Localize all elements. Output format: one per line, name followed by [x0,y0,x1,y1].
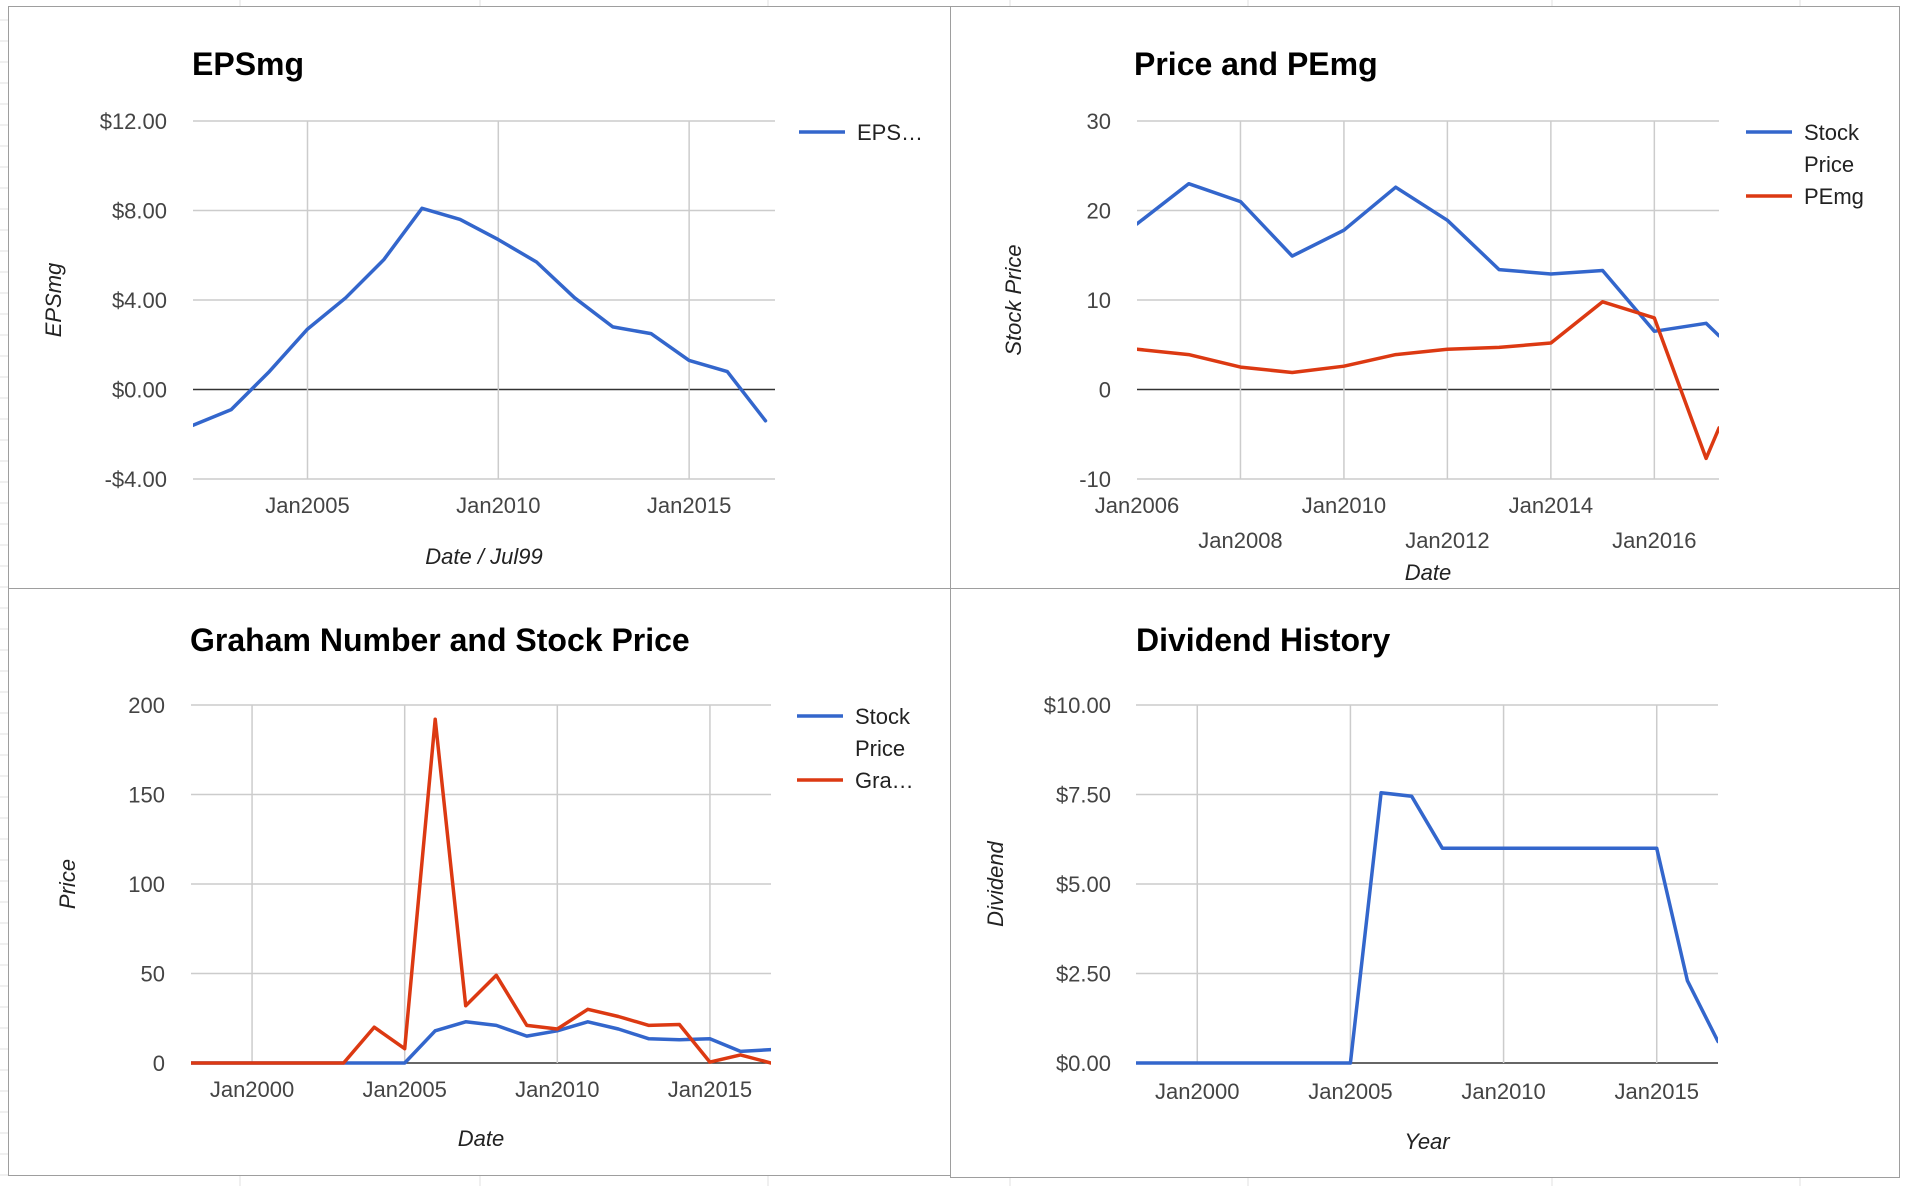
legend-label: Gra… [855,768,914,793]
x-tick-label: Jan2010 [515,1077,599,1102]
chart-title: Graham Number and Stock Price [190,622,690,658]
series-line-1 [1136,790,1718,1065]
y-axis-label: Price [55,859,80,909]
x-tick-label: Jan2005 [1308,1079,1392,1104]
chart-panel-dividend-history[interactable]: Dividend History $0.00 $2.50 $5.00 $7.50 $10… [950,588,1900,1178]
x-tick-label: Jan2008 [1198,528,1282,553]
x-tick-label: Jan2000 [210,1077,294,1102]
y-tick-label: $8.00 [112,199,167,224]
y-axis-label: Dividend [983,840,1008,926]
x-tick-label: Jan2005 [265,493,349,518]
x-tick-label: Jan2012 [1405,528,1489,553]
x-tick-label: Jan2010 [1461,1079,1545,1104]
x-axis-label: Date [458,1126,504,1151]
y-tick-label: $0.00 [1056,1051,1111,1076]
series-line-2 [191,717,771,1065]
legend-label: Price [1804,152,1854,177]
x-tick-label: Jan2005 [362,1077,446,1102]
x-tick-label: Jan2010 [1302,493,1386,518]
legend-label: EPS… [857,120,923,145]
y-tick-label: 30 [1087,109,1111,134]
x-tick-label: Jan2015 [1615,1079,1699,1104]
x-tick-label: Jan2016 [1612,528,1696,553]
chart-panel-epsmg[interactable]: EPSmg -$4.00 $0.00 $4.00 $8.00 $12.00 Jan2005… [8,6,952,590]
chart-title: Price and PEmg [1134,46,1378,82]
x-axis-label: Date / Jul99 [425,544,542,569]
chart-title: Dividend History [1136,622,1390,658]
y-tick-label: 200 [128,693,165,718]
x-tick-label: Jan2015 [668,1077,752,1102]
series-line-1 [1137,181,1719,338]
y-axis-label: Stock Price [1001,244,1026,355]
y-tick-label: -$4.00 [105,467,167,492]
y-tick-label: 100 [128,872,165,897]
legend-label: Stock [855,704,911,729]
chart-panel-price-and-pemg[interactable]: Price and PEmg -10 0 10 20 30 Jan2006 Jan2008 J… [950,6,1900,590]
x-tick-label: Jan2010 [456,493,540,518]
y-tick-label: $12.00 [100,109,167,134]
x-tick-label: Jan2000 [1155,1079,1239,1104]
y-tick-label: $7.50 [1056,783,1111,808]
chart-title: EPSmg [192,46,304,82]
y-tick-label: 10 [1087,288,1111,313]
y-tick-label: -10 [1079,467,1111,492]
y-tick-label: $4.00 [112,288,167,313]
price-and-pemg-chart: Price and PEmg -10 0 10 20 30 Jan2006 Jan2008 J… [1001,46,1864,585]
x-axis-label: Year [1404,1129,1451,1154]
series-line-2 [1137,300,1719,461]
epsmg-chart: EPSmg -$4.00 $0.00 $4.00 $8.00 $12.00 Jan2005… [41,46,923,569]
x-tick-label: Jan2014 [1509,493,1593,518]
y-tick-label: $0.00 [112,378,167,403]
legend-label: Stock [1804,120,1860,145]
y-tick-label: 150 [128,783,165,808]
legend-label: PEmg [1804,184,1864,209]
y-tick-label: $2.50 [1056,962,1111,987]
y-tick-label: $10.00 [1044,693,1111,718]
x-tick-label: Jan2015 [647,493,731,518]
dividend-history-chart: Dividend History $0.00 $2.50 $5.00 $7.50 $10… [983,622,1718,1154]
series-line-1 [193,206,768,428]
y-axis-label: EPSmg [41,262,66,337]
chart-panel-graham-number[interactable]: Graham Number and Stock Price 0 50 100 150 2… [8,588,952,1176]
y-tick-label: 0 [153,1051,165,1076]
y-tick-label: 50 [141,962,165,987]
y-tick-label: 0 [1099,378,1111,403]
y-tick-label: $5.00 [1056,872,1111,897]
y-tick-label: 20 [1087,199,1111,224]
graham-number-chart: Graham Number and Stock Price 0 50 100 150 2… [55,622,914,1151]
legend-label: Price [855,736,905,761]
x-tick-label: Jan2006 [1095,493,1179,518]
x-axis-label: Date [1405,560,1451,585]
